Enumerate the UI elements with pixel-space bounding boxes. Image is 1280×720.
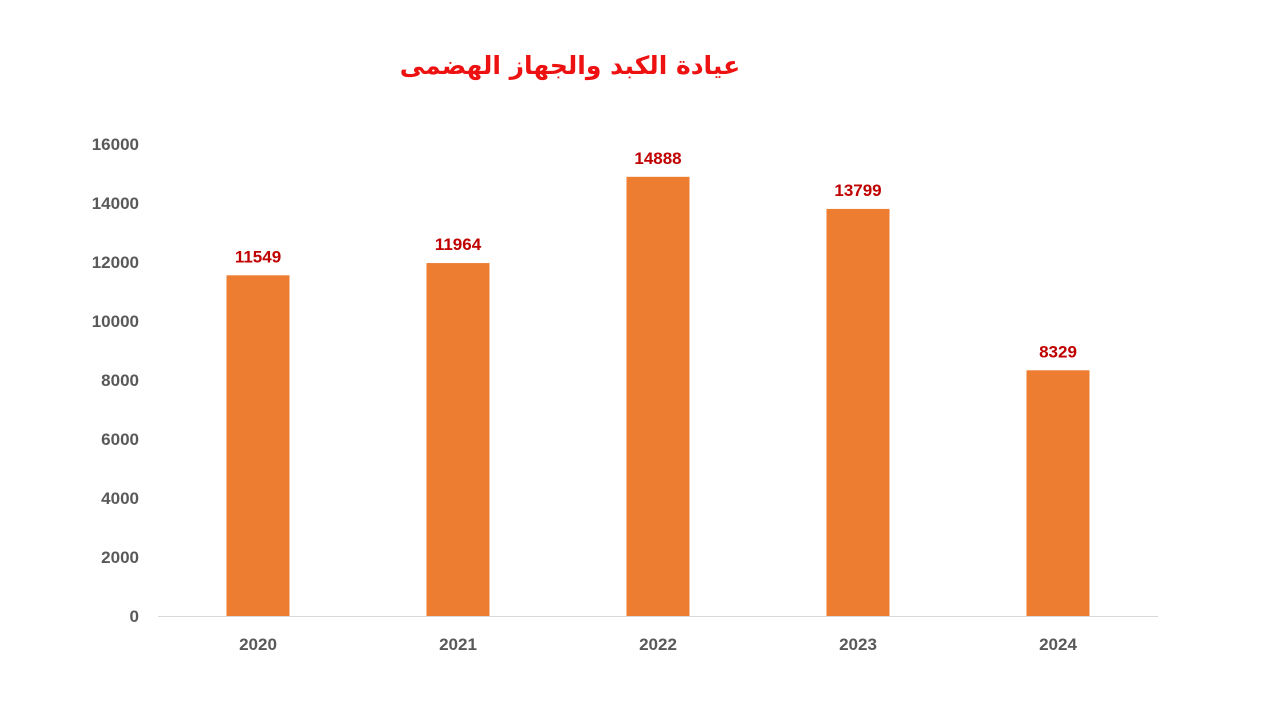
x-tick-label: 2023 (839, 635, 877, 654)
bar-2022 (626, 176, 690, 616)
bars (226, 176, 1090, 616)
y-tick-label: 2000 (101, 548, 139, 567)
bar-2021 (426, 263, 490, 616)
x-tick-label: 2020 (239, 635, 277, 654)
data-label-2024: 8329 (1039, 342, 1077, 361)
bar-2020 (226, 275, 290, 616)
y-tick-label: 12000 (92, 253, 139, 272)
x-tick-label: 2021 (439, 635, 477, 654)
data-labels: 11549 11964 14888 13799 8329 (235, 149, 1077, 361)
y-tick-label: 6000 (101, 430, 139, 449)
data-label-2020: 11549 (235, 247, 281, 266)
x-tick-label: 2022 (639, 635, 677, 654)
bar-2023 (826, 208, 890, 616)
data-label-2023: 13799 (834, 181, 881, 200)
bar-2024 (1026, 370, 1090, 616)
x-tick-label: 2024 (1039, 635, 1077, 654)
y-axis-tick-labels: 0 2000 4000 6000 8000 10000 12000 14000 16000 (92, 135, 139, 626)
y-tick-label: 0 (130, 607, 139, 626)
y-tick-label: 8000 (101, 371, 139, 390)
data-label-2021: 11964 (435, 235, 482, 254)
x-axis-tick-labels: 2020 2021 2022 2023 2024 (239, 635, 1077, 654)
y-tick-label: 10000 (92, 312, 139, 331)
chart-title: عيادة الكبد والجهاز الهضمى (399, 51, 741, 80)
data-label-2022: 14888 (634, 149, 681, 168)
y-tick-label: 16000 (92, 135, 139, 154)
y-tick-label: 14000 (92, 194, 139, 213)
y-tick-label: 4000 (101, 489, 139, 508)
